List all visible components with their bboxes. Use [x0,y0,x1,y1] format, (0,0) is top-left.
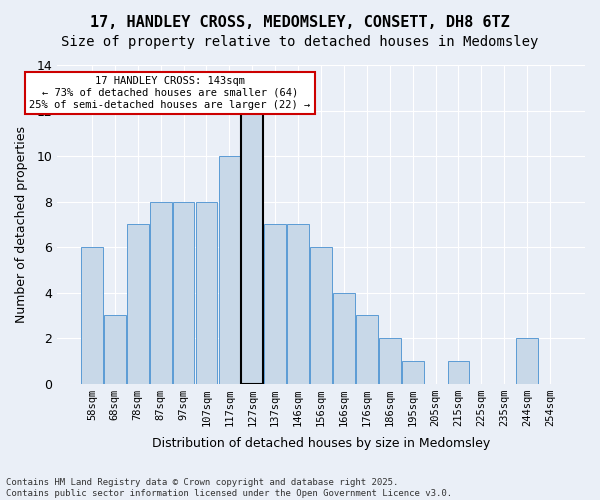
Bar [379,338,401,384]
Bar [402,361,424,384]
X-axis label: Distribution of detached houses by size in Medomsley: Distribution of detached houses by size … [152,437,490,450]
Text: 17, HANDLEY CROSS, MEDOMSLEY, CONSETT, DH8 6TZ: 17, HANDLEY CROSS, MEDOMSLEY, CONSETT, D… [90,15,510,30]
Text: 17 HANDLEY CROSS: 143sqm
← 73% of detached houses are smaller (64)
25% of semi-d: 17 HANDLEY CROSS: 143sqm ← 73% of detach… [29,76,310,110]
Bar [196,202,217,384]
Bar [517,338,538,384]
Bar [81,247,103,384]
Bar [333,292,355,384]
Bar [448,361,469,384]
Bar [173,202,194,384]
Y-axis label: Number of detached properties: Number of detached properties [15,126,28,323]
Bar [241,110,263,384]
Bar [310,247,332,384]
Bar [218,156,240,384]
Bar [127,224,149,384]
Bar [287,224,309,384]
Bar [356,316,378,384]
Bar [104,316,126,384]
Bar [150,202,172,384]
Text: Contains HM Land Registry data © Crown copyright and database right 2025.
Contai: Contains HM Land Registry data © Crown c… [6,478,452,498]
Bar [265,224,286,384]
Text: Size of property relative to detached houses in Medomsley: Size of property relative to detached ho… [61,35,539,49]
